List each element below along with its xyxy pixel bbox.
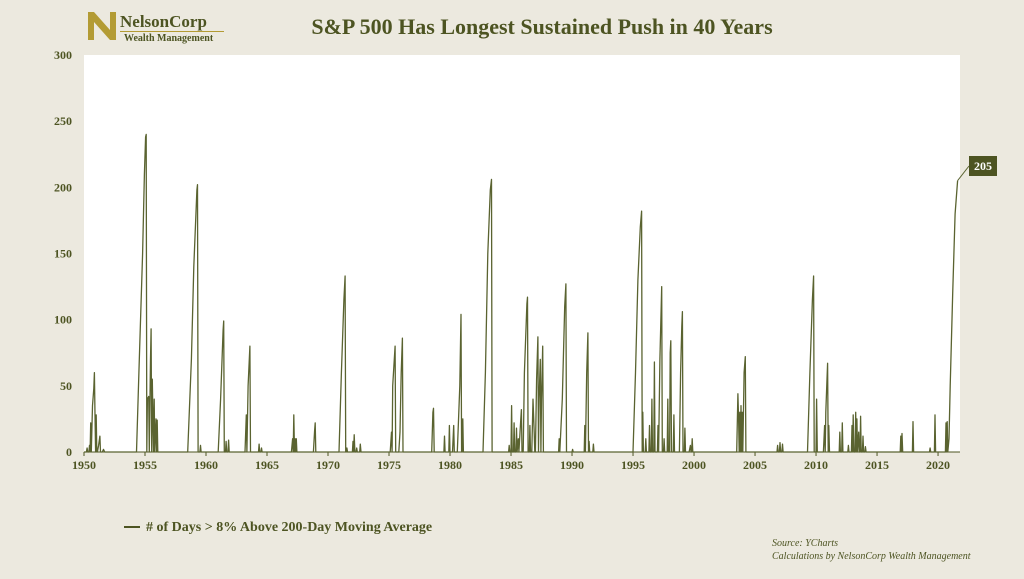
brand-name: NelsonCorp xyxy=(120,12,207,31)
x-axis-labels: 1950 1955 1960 1965 1970 1975 1980 1985 1990 1995… xyxy=(72,452,950,472)
source-value: YCharts xyxy=(805,538,839,549)
annotation-leader xyxy=(957,165,970,182)
x-tick-label: 1985 xyxy=(499,458,523,472)
calculations-note: Calculations by NelsonCorp Wealth Manage… xyxy=(772,551,971,562)
annotation-label: 205 xyxy=(974,159,992,173)
legend-swatch xyxy=(124,525,140,528)
x-tick-label: 1980 xyxy=(438,458,462,472)
x-tick-label: 1970 xyxy=(316,458,340,472)
source-note: Source: YCharts Calculations by NelsonCo… xyxy=(772,537,971,563)
annotation: 205 xyxy=(957,156,997,182)
y-tick-label: 0 xyxy=(66,445,72,459)
x-tick-label: 2020 xyxy=(926,458,950,472)
y-tick-label: 250 xyxy=(54,114,72,128)
brand-rule xyxy=(120,31,224,32)
legend-label: # of Days > 8% Above 200-Day Moving Aver… xyxy=(146,520,433,535)
legend: # of Days > 8% Above 200-Day Moving Aver… xyxy=(124,520,432,536)
y-tick-label: 100 xyxy=(54,313,72,327)
x-tick-label: 2010 xyxy=(804,458,828,472)
plot-area xyxy=(84,55,960,452)
x-tick-label: 1995 xyxy=(621,458,645,472)
y-tick-label: 50 xyxy=(60,379,72,393)
y-tick-label: 300 xyxy=(54,48,72,62)
y-axis-labels: 0 50 100 150 200 250 300 xyxy=(54,48,72,459)
y-tick-label: 150 xyxy=(54,247,72,261)
x-tick-label: 1955 xyxy=(133,458,157,472)
x-tick-label: 2000 xyxy=(682,458,706,472)
x-tick-label: 1960 xyxy=(194,458,218,472)
x-tick-label: 2015 xyxy=(865,458,889,472)
x-tick-label: 1950 xyxy=(72,458,96,472)
y-tick-label: 200 xyxy=(54,180,72,194)
annotation-box xyxy=(969,156,997,176)
brand-subtitle: Wealth Management xyxy=(124,33,214,44)
chart-title: S&P 500 Has Longest Sustained Push in 40… xyxy=(311,14,773,39)
x-tick-label: 1990 xyxy=(560,458,584,472)
x-tick-label: 1965 xyxy=(255,458,279,472)
brand-logo: NelsonCorp Wealth Management xyxy=(86,10,236,46)
logo-n-mark-icon xyxy=(88,12,116,40)
x-tick-label: 1975 xyxy=(377,458,401,472)
source-label: Source: xyxy=(772,538,803,549)
x-tick-label: 2005 xyxy=(743,458,767,472)
series-line xyxy=(84,133,959,453)
